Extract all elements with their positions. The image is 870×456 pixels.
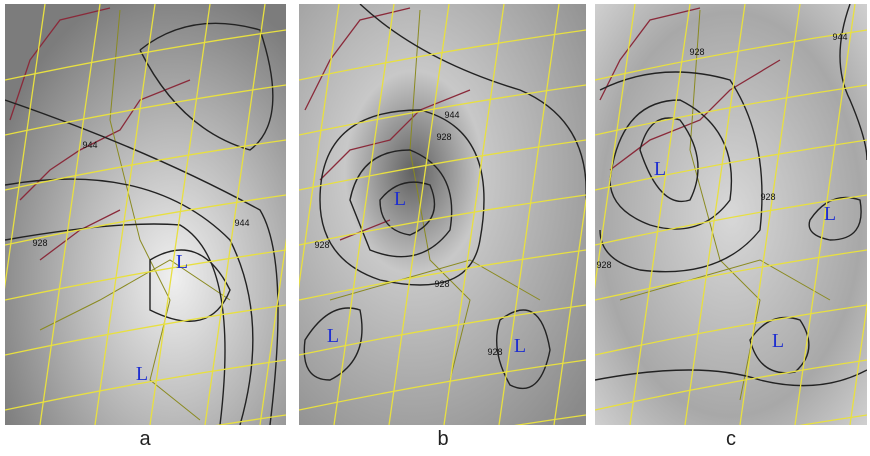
contour-label: 928 (32, 238, 47, 248)
contour-label: 944 (82, 140, 97, 150)
low-marker: L (136, 363, 148, 385)
low-marker: L (176, 251, 188, 273)
low-marker: L (514, 335, 526, 357)
contour-label: 944 (234, 218, 249, 228)
contour-label: 928 (689, 47, 704, 57)
low-marker: L (824, 203, 836, 225)
contour-label: 928 (760, 192, 775, 202)
contour-label: 928 (596, 260, 611, 270)
contour-label: 928 (487, 347, 502, 357)
panel-label: a (139, 428, 151, 450)
low-marker: L (772, 330, 784, 352)
contour-label: 944 (444, 110, 459, 120)
imagery (299, 4, 586, 425)
low-marker: L (327, 325, 339, 347)
panel-label: b (437, 428, 448, 450)
panel-label: c (726, 428, 736, 450)
figure: L L 944 928 944 L L L 944 928 928 928 928 L L L 944 928… (0, 0, 870, 456)
contour-label: 928 (436, 132, 451, 142)
contour-label: 928 (434, 279, 449, 289)
contour-label: 928 (314, 240, 329, 250)
low-marker: L (654, 158, 666, 180)
low-marker: L (394, 188, 406, 210)
contour-label: 944 (832, 32, 847, 42)
